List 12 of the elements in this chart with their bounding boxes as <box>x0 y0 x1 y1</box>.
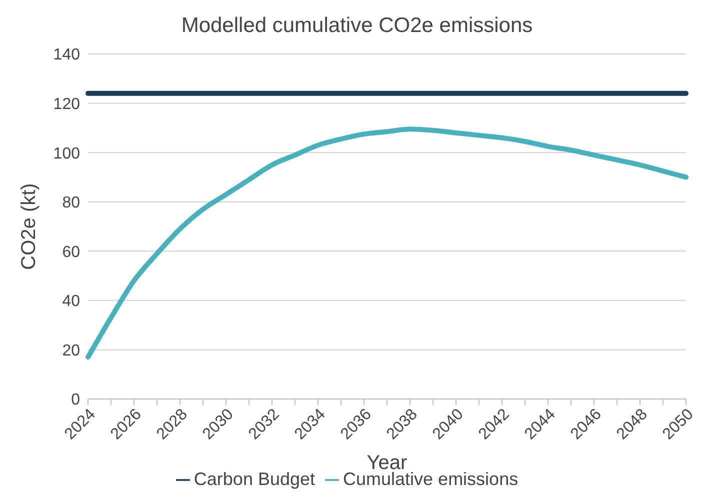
y-tick-label: 120 <box>53 96 80 113</box>
y-tick-label: 100 <box>53 145 80 162</box>
y-tick-label: 0 <box>71 392 80 409</box>
legend-label: Carbon Budget <box>194 469 316 489</box>
y-tick-label: 60 <box>62 244 80 261</box>
y-tick-label: 20 <box>62 342 80 360</box>
y-axis-title: CO2e (kt) <box>18 183 40 270</box>
legend-label: Cumulative emissions <box>343 469 518 489</box>
y-tick-label: 140 <box>53 46 80 64</box>
y-tick-label: 80 <box>62 194 80 212</box>
y-tick-label: 40 <box>62 293 80 310</box>
chart-title: Modelled cumulative CO2e emissions <box>180 13 534 39</box>
